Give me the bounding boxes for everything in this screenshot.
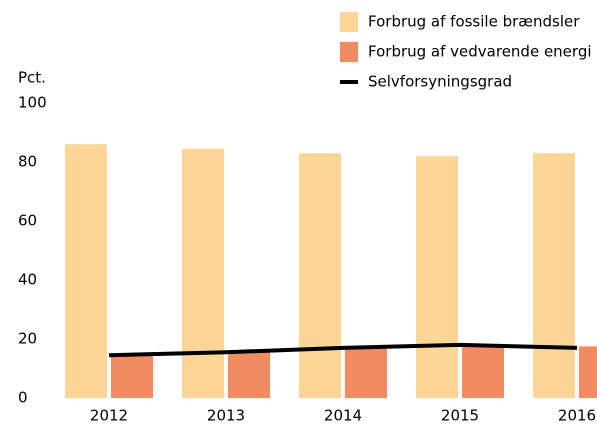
- legend-label: Forbrug af vedvarende energi: [368, 43, 592, 61]
- y-axis-label: Pct.: [18, 69, 46, 87]
- bar: [579, 346, 597, 398]
- y-tick-label: 80: [18, 153, 37, 171]
- y-tick-label: 60: [18, 212, 37, 230]
- x-tick-label: 2015: [441, 407, 479, 425]
- x-tick-label: 2012: [90, 407, 128, 425]
- bar: [111, 353, 153, 398]
- y-tick-label: 100: [18, 94, 47, 112]
- y-tick-label: 0: [18, 389, 28, 407]
- x-tick-label: 2016: [558, 407, 596, 425]
- bar: [345, 347, 387, 398]
- y-tick-label: 40: [18, 271, 37, 289]
- x-tick-label: 2014: [324, 407, 362, 425]
- bar: [182, 148, 224, 398]
- legend-label: Selvforsyningsgrad: [368, 73, 512, 91]
- legend-swatch: [340, 12, 358, 32]
- bar: [462, 346, 504, 398]
- bar: [416, 156, 458, 398]
- bar: [533, 153, 575, 398]
- line: [108, 342, 578, 358]
- x-tick-label: 2013: [207, 407, 245, 425]
- bar: [65, 144, 107, 398]
- legend-label: Forbrug af fossile brændsler: [368, 13, 580, 31]
- bar: [228, 352, 270, 398]
- legend-swatch: [340, 42, 358, 62]
- bar: [299, 153, 341, 398]
- y-tick-label: 20: [18, 330, 37, 348]
